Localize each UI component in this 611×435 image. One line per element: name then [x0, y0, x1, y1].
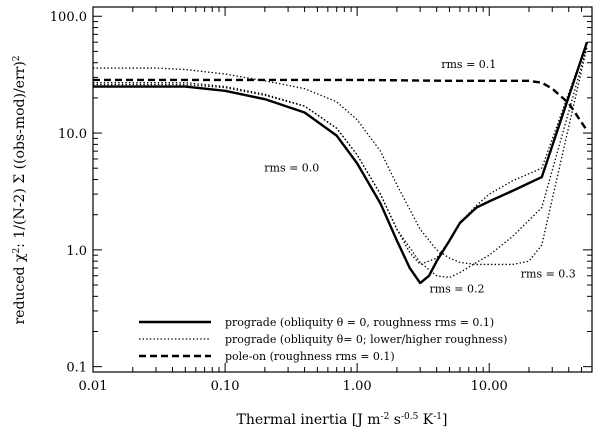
x-tick-label: 1.00 [343, 379, 372, 394]
y-tick-label: 10.0 [58, 127, 87, 142]
tick-labels: 0.01 0.10 1.00 10.00 0.1 1.0 10.0 100.0 [50, 10, 508, 394]
legend-label: pole-on (roughness rms = 0.1) [225, 350, 395, 363]
y-tick-label: 0.1 [66, 361, 87, 376]
x-axis-title: Thermal inertia [J m-2 s-0.5 K-1] [236, 412, 447, 428]
series-line-dashed-4 [93, 78, 589, 132]
axis-ticks [92, 7, 593, 372]
y-tick-label: 1.0 [66, 244, 87, 259]
x-tick-label: 0.10 [211, 379, 240, 394]
annotations: rms = 0.1 rms = 0.0 rms = 0.2 rms = 0.3 [264, 58, 576, 296]
legend-label: prograde (obliquity θ = 0, roughness rms… [225, 316, 494, 329]
series-layer [93, 41, 589, 285]
annotation-label: rms = 0.1 [441, 58, 496, 71]
annotation-label: rms = 0.0 [264, 161, 319, 174]
y-tick-label: 100.0 [50, 10, 87, 25]
legend: prograde (obliquity θ = 0, roughness rms… [139, 316, 507, 363]
annotation-label: rms = 0.2 [429, 283, 484, 296]
series-line-solid-0 [93, 41, 589, 285]
x-tick-label: 10.00 [471, 379, 508, 394]
y-axis-title: reduced χ2: 1/(N-2) Σ ((obs-mod)/err)2 [12, 55, 28, 324]
series-line-dotted-3 [93, 41, 588, 266]
annotation-label: rms = 0.3 [521, 267, 576, 280]
plot-frame [92, 6, 593, 373]
legend-label: prograde (obliquity θ= 0; lower/higher r… [225, 333, 507, 346]
x-tick-label: 0.01 [79, 379, 108, 394]
